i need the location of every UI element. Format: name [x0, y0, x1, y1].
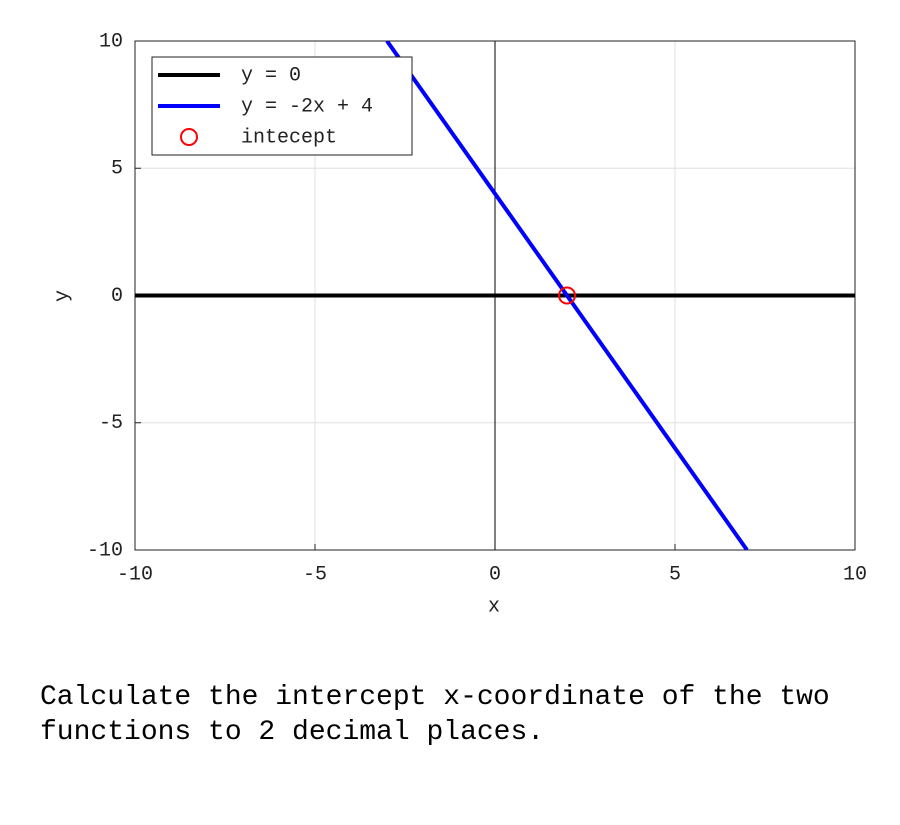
x-tick-label: 10: [843, 563, 867, 586]
x-axis-label: x: [488, 595, 500, 618]
y-tick-label: 5: [111, 158, 123, 181]
x-tick-label: -5: [303, 563, 327, 586]
x-tick-label: -10: [117, 563, 153, 586]
question: Calculate the intercept x-coordinate of …: [40, 682, 830, 748]
line: [385, 41, 749, 550]
y-tick-label: 10: [99, 30, 123, 53]
plot-area: [135, 41, 855, 550]
legend-marker: [180, 128, 198, 146]
y-tick-label: -10: [87, 539, 123, 562]
legend-label: y = 0: [241, 64, 301, 87]
y-axis-label: y: [51, 290, 74, 302]
legend-label: y = -2x + 4: [241, 95, 373, 118]
x-tick-label: 0: [489, 563, 501, 586]
y-tick-label: -5: [99, 412, 123, 435]
legend-label: intecept: [241, 126, 337, 149]
chart: x y -10 -5 0 5 10 -10 -5 0 5 10 y = 0 y = -2x + 4 in…: [51, 30, 867, 618]
x-tick-label: 5: [669, 563, 681, 586]
y-tick-label: 0: [111, 285, 123, 308]
intercept-marker: [558, 286, 576, 305]
